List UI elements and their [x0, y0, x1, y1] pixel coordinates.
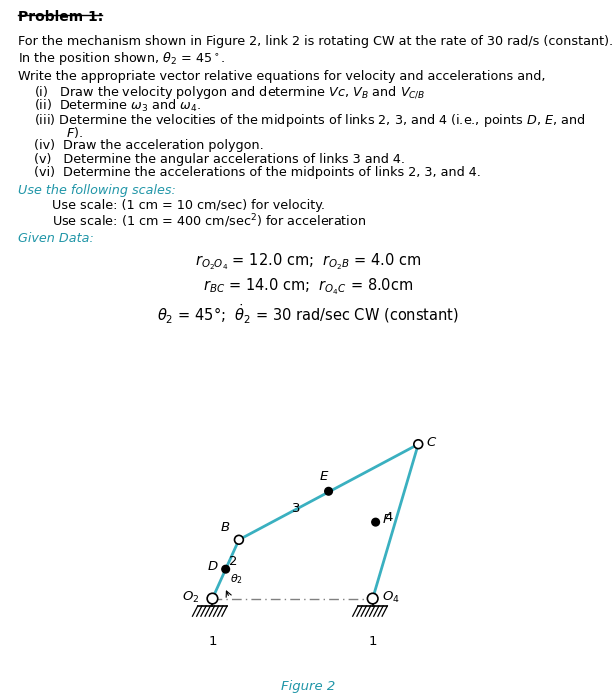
Text: 3: 3 [292, 503, 301, 515]
Circle shape [414, 440, 423, 449]
Text: Problem 1:: Problem 1: [18, 10, 103, 25]
Text: (vi)  Determine the accelerations of the midpoints of links 2, 3, and 4.: (vi) Determine the accelerations of the … [34, 167, 480, 179]
Text: Figure 2: Figure 2 [281, 680, 335, 693]
Text: $O_2$: $O_2$ [182, 589, 199, 605]
Circle shape [372, 518, 379, 526]
Text: $\theta_2$ = 45°;  $\dot{\theta}_2$ = 30 rad/sec CW (constant): $\theta_2$ = 45°; $\dot{\theta}_2$ = 30 … [157, 302, 459, 326]
Circle shape [367, 594, 378, 604]
Text: For the mechanism shown in Figure 2, link 2 is rotating CW at the rate of 30 rad: For the mechanism shown in Figure 2, lin… [18, 35, 614, 48]
Text: (iv)  Draw the acceleration polygon.: (iv) Draw the acceleration polygon. [34, 139, 264, 152]
Text: (ii)  Determine $\omega_3$ and $\omega_4$.: (ii) Determine $\omega_3$ and $\omega_4$… [34, 98, 201, 114]
Text: $D$: $D$ [207, 560, 218, 573]
Text: (iii) Determine the velocities of the midpoints of links 2, 3, and 4 (i.e., poin: (iii) Determine the velocities of the mi… [34, 112, 585, 129]
Circle shape [207, 594, 217, 604]
Text: Use the following scales:: Use the following scales: [18, 184, 176, 197]
Text: 1: 1 [208, 635, 217, 648]
Text: In the position shown, $\theta_2$ = 45$^\circ$.: In the position shown, $\theta_2$ = 45$^… [18, 50, 226, 67]
Text: 1: 1 [368, 635, 377, 648]
Text: $E$: $E$ [319, 470, 330, 483]
Text: $F$: $F$ [381, 513, 391, 526]
Text: $\theta_2$: $\theta_2$ [230, 573, 243, 586]
Text: $r_{O_2O_4}$ = 12.0 cm;  $r_{O_2B}$ = 4.0 cm: $r_{O_2O_4}$ = 12.0 cm; $r_{O_2B}$ = 4.0… [195, 252, 421, 272]
Text: (v)   Determine the angular accelerations of links 3 and 4.: (v) Determine the angular accelerations … [34, 153, 405, 166]
Text: Use scale: (1 cm = 10 cm/sec) for velocity.: Use scale: (1 cm = 10 cm/sec) for veloci… [52, 199, 325, 211]
Circle shape [325, 487, 333, 495]
Text: (i)   Draw the velocity polygon and determine $Vc$, $V_B$ and $V_{C/B}$: (i) Draw the velocity polygon and determ… [34, 85, 426, 101]
Text: 2: 2 [229, 555, 238, 568]
Circle shape [222, 566, 230, 573]
Text: 4: 4 [384, 511, 393, 524]
Text: $F$).: $F$). [34, 125, 83, 139]
Text: $C$: $C$ [426, 436, 437, 449]
Text: $B$: $B$ [220, 521, 230, 534]
Circle shape [235, 536, 243, 544]
Text: Given Data:: Given Data: [18, 232, 94, 245]
Text: Use scale: (1 cm = 400 cm/sec$^2$) for acceleration: Use scale: (1 cm = 400 cm/sec$^2$) for a… [52, 213, 367, 230]
Text: $r_{BC}$ = 14.0 cm;  $r_{O_4C}$ = 8.0cm: $r_{BC}$ = 14.0 cm; $r_{O_4C}$ = 8.0cm [203, 277, 413, 297]
Text: $O_4$: $O_4$ [381, 589, 399, 605]
Text: Write the appropriate vector relative equations for velocity and accelerations a: Write the appropriate vector relative eq… [18, 70, 546, 83]
